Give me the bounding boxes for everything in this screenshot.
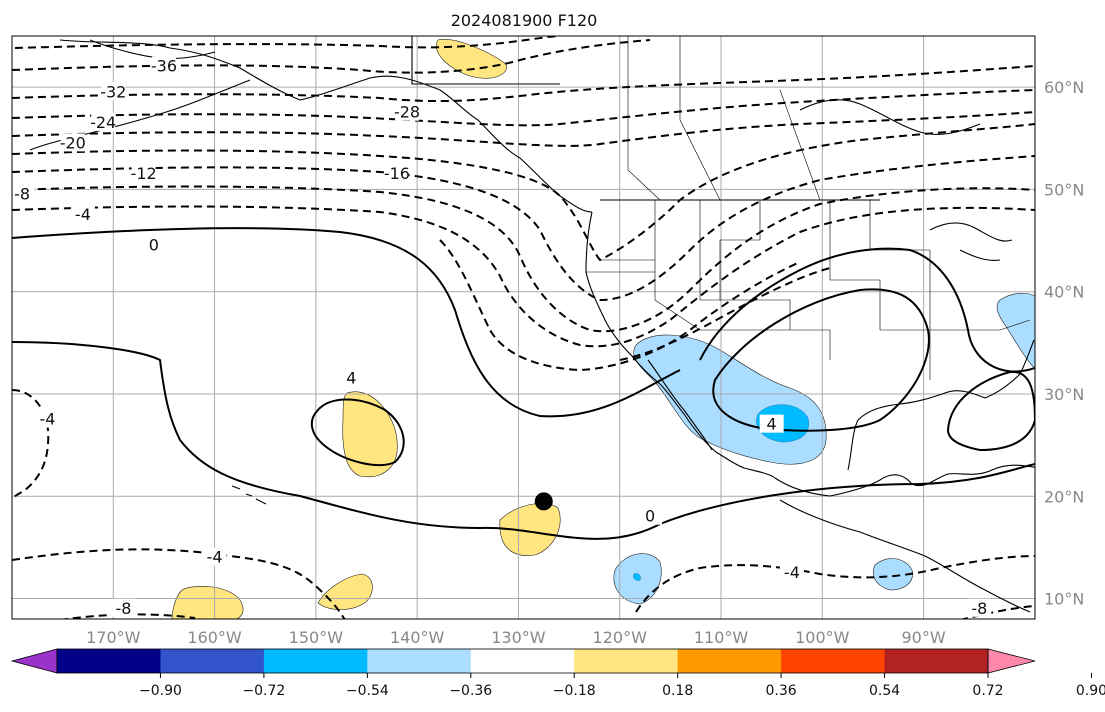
dashed-contours [12, 36, 1035, 619]
longitude-tick-labels: 170°W 160°W 150°W 140°W 130°W 120°W 110°W 100°W… [86, 628, 946, 647]
contour-label-bg [60, 133, 85, 152]
colorbar-segment [781, 649, 886, 673]
contour-label-bg [131, 164, 156, 183]
lat-tick-label: 60°N [1044, 78, 1084, 97]
colorbar-segment [160, 649, 265, 673]
contour-label-bg [967, 598, 992, 617]
contour-label-bg [339, 368, 364, 387]
contour-label-bg [35, 409, 60, 428]
contour-label-bg [384, 164, 409, 183]
contour-label-bg [202, 547, 227, 566]
contour-label-bg [638, 506, 663, 525]
contour-label-bg [91, 112, 116, 131]
lon-tick-label: 170°W [86, 628, 141, 647]
contour-label-bg [779, 562, 804, 581]
colorbar-tick-label: 0.72 [972, 683, 1003, 699]
colorbar-segment [884, 649, 989, 673]
contour-label-bg [111, 598, 136, 617]
contour-label: 4 [346, 369, 356, 388]
contour-label: -36 [151, 57, 177, 76]
colorbar-segment [263, 649, 368, 673]
contour-label: 4 [767, 415, 777, 434]
lon-tick-label: 100°W [795, 628, 850, 647]
positive-shading [171, 39, 561, 619]
colorbar-segment [574, 649, 679, 673]
colorbar-tick-label: −0.90 [139, 683, 182, 699]
lon-tick-label: 160°W [187, 628, 242, 647]
contour-label: 0 [149, 236, 159, 255]
contour-label: -24 [90, 113, 116, 132]
colorbar-extend-high [987, 648, 1036, 674]
lon-tick-label: 120°W [593, 628, 648, 647]
contour-label-bg [12, 184, 35, 203]
colorbar-extend-low [10, 648, 58, 674]
colorbar-segment [470, 649, 575, 673]
colorbar-tick-label: 0.36 [766, 683, 797, 699]
contour-label: -20 [60, 133, 86, 152]
latitude-tick-labels: 10°N 20°N 30°N 40°N 50°N 60°N [1044, 78, 1084, 608]
storm-center-marker [534, 492, 553, 511]
colorbar: −0.90 −0.72 −0.54 −0.36 −0.18 0.18 0.36 0.54 0.7… [10, 648, 1105, 699]
colorbar-tick-label: −0.18 [553, 683, 596, 699]
contour-label-bg [101, 82, 126, 101]
contour-label: -8 [14, 185, 30, 204]
contour-label: -4 [39, 410, 55, 429]
colorbar-tick-label: 0.90 [1076, 683, 1105, 699]
contour-label: -16 [384, 164, 410, 183]
lat-tick-label: 20°N [1044, 487, 1084, 506]
contour-label: -8 [115, 599, 131, 618]
lon-tick-label: 150°W [289, 628, 344, 647]
contour-label: -4 [75, 205, 91, 224]
colorbar-tick-label: −0.36 [449, 683, 492, 699]
lon-tick-label: 110°W [694, 628, 749, 647]
colorbar-tick-label: −0.54 [346, 683, 389, 699]
figure-title: 2024081900 F120 [451, 11, 598, 30]
contour-label-bg [395, 102, 420, 121]
contour-label: -4 [784, 563, 800, 582]
contour-label-bg [151, 56, 176, 75]
colorbar-segment [367, 649, 472, 673]
colorbar-tick-label: 0.18 [662, 683, 693, 699]
contour-label-bg [141, 235, 166, 254]
contour-label: 0 [645, 507, 655, 526]
map-content: -36 -32 -24-20 -12 -8 -4 0 -28 -16 4 -4 4 0 -4 -4 -8 -8 [12, 36, 1035, 619]
contour-label: -32 [100, 82, 126, 101]
lat-tick-label: 10°N [1044, 590, 1084, 609]
lon-tick-label: 90°W [901, 628, 945, 647]
contour-label: -28 [394, 103, 420, 122]
contour-label-bg [759, 414, 784, 433]
contour-label: -12 [131, 164, 157, 183]
colorbar-tick-label: 0.54 [869, 683, 900, 699]
lat-tick-label: 30°N [1044, 385, 1084, 404]
colorbar-segment [677, 649, 782, 673]
contour-labels: -36 -32 -24-20 -12 -8 -4 0 -28 -16 4 -4 4 0 -4 -4 -8 -8 [12, 56, 992, 618]
colorbar-segment [57, 649, 161, 673]
colorbar-frame [56, 648, 989, 674]
lat-tick-label: 40°N [1044, 283, 1084, 302]
lon-tick-label: 140°W [390, 628, 445, 647]
map-frame [11, 35, 1036, 620]
colorbar-tick-label: −0.72 [242, 683, 285, 699]
lat-tick-label: 50°N [1044, 180, 1084, 199]
contour-label: -8 [971, 599, 987, 618]
contour-label: -4 [207, 548, 223, 567]
contour-label-bg [70, 204, 95, 223]
lon-tick-label: 130°W [491, 628, 546, 647]
